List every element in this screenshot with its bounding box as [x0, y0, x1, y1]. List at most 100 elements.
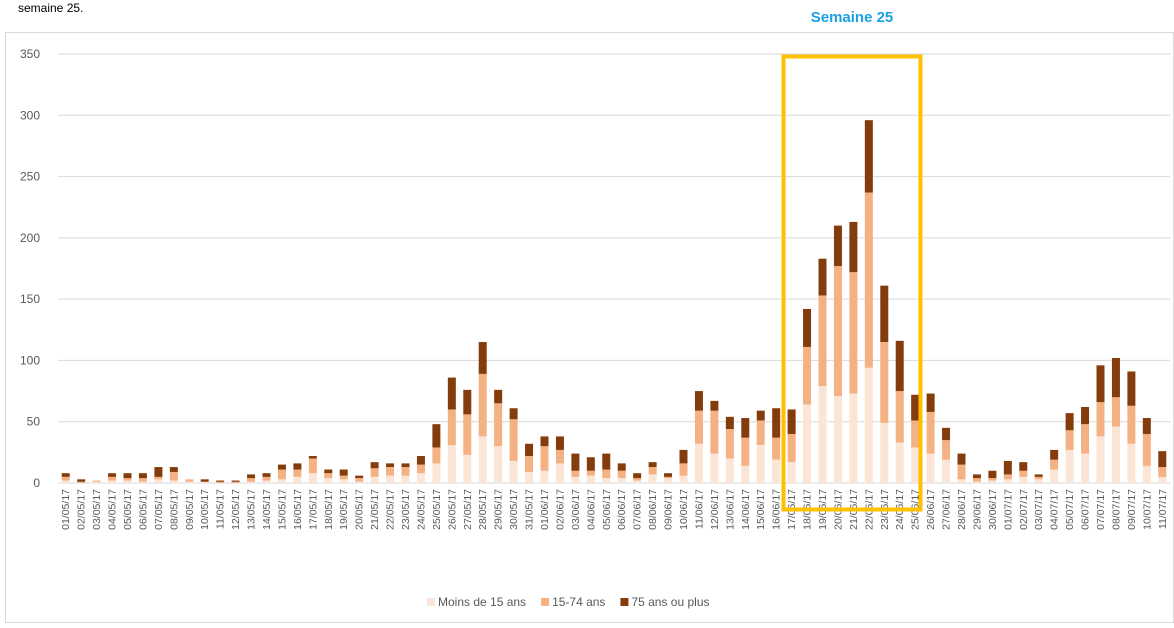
bar-segment: [463, 454, 472, 483]
bar-segment: [525, 456, 534, 472]
bar-segment: [277, 464, 286, 470]
x-tick-label: 10/05/17: [199, 489, 211, 530]
bar-segment: [602, 478, 611, 483]
y-tick-label: 350: [20, 47, 40, 61]
bar-segment: [1003, 479, 1012, 483]
bar-segment: [633, 473, 642, 479]
x-tick-label: 16/05/17: [292, 489, 304, 530]
y-tick-label: 150: [20, 292, 40, 306]
y-tick-label: 200: [20, 231, 40, 245]
bar-segment: [61, 476, 70, 481]
bar-segment: [308, 456, 317, 459]
bar-segment: [926, 453, 935, 483]
bar-segment: [324, 473, 333, 479]
bar-segment: [1127, 405, 1136, 444]
bar-segment: [972, 478, 981, 482]
bar-segment: [633, 478, 642, 481]
bar-segment: [1034, 479, 1043, 483]
x-tick-label: 20/05/17: [354, 489, 366, 530]
bar-segment: [803, 308, 812, 347]
x-tick-label: 01/07/17: [1002, 489, 1014, 530]
bar-segment: [247, 478, 256, 482]
x-tick-label: 11/05/17: [215, 489, 227, 529]
bar-segment: [525, 443, 534, 457]
legend-swatch: [541, 598, 550, 606]
bar-segment: [911, 447, 920, 483]
bar-segment: [942, 427, 951, 441]
legend-label: 15-74 ans: [552, 595, 605, 609]
bar-segment: [895, 391, 904, 443]
y-tick-label: 250: [20, 170, 40, 184]
x-tick-label: 25/05/17: [431, 489, 443, 530]
bar-segment: [679, 463, 688, 476]
bar-segment: [756, 420, 765, 446]
bar-segment: [339, 479, 348, 483]
bar-segment: [1034, 476, 1043, 480]
bar-segment: [1050, 459, 1059, 470]
bar-segment: [926, 411, 935, 454]
bar-segment: [293, 476, 302, 483]
bar-segment: [1142, 418, 1151, 434]
x-tick-label: 06/05/17: [137, 489, 149, 530]
x-tick-label: 11/07/17: [1157, 489, 1169, 529]
bar-segment: [138, 481, 147, 483]
x-tick-label: 31/05/17: [524, 489, 536, 530]
bar-segment: [401, 463, 410, 468]
bar-segment: [880, 422, 889, 483]
y-tick-label: 100: [20, 353, 40, 367]
bar-segment: [262, 480, 271, 483]
bar-segment: [169, 480, 178, 483]
bar-segment: [355, 478, 364, 482]
x-tick-label: 30/06/17: [987, 489, 999, 530]
bar-segment: [169, 467, 178, 472]
bar-segment: [957, 479, 966, 483]
x-tick-label: 08/06/17: [647, 489, 659, 530]
bar-segment: [231, 480, 240, 482]
x-tick-label: 14/05/17: [261, 489, 273, 530]
bar-segment: [803, 404, 812, 483]
x-tick-label: 06/06/17: [616, 489, 628, 530]
bar-segment: [324, 478, 333, 483]
bar-segment: [586, 475, 595, 483]
bar-segment: [169, 471, 178, 481]
y-tick-label: 300: [20, 108, 40, 122]
x-tick-label: 24/05/17: [415, 489, 427, 530]
bar-segment: [293, 469, 302, 477]
bar-segment: [277, 469, 286, 480]
bar-segment: [108, 473, 117, 477]
x-tick-label: 13/05/17: [246, 489, 258, 530]
bar-segment: [942, 440, 951, 460]
bar-segment: [525, 471, 534, 483]
bar-segment: [1111, 397, 1120, 427]
bar-segment: [509, 408, 518, 420]
bar-segment: [586, 457, 595, 471]
bar-segment: [138, 473, 147, 479]
x-tick-label: 27/06/17: [941, 489, 953, 530]
bar-segment: [216, 480, 225, 482]
bar-segment: [386, 467, 395, 476]
bar-segment: [833, 395, 842, 483]
bar-segment: [262, 473, 271, 477]
bar-segment: [1050, 469, 1059, 483]
bar-segment: [432, 447, 441, 464]
bar-segment: [386, 463, 395, 468]
bar-segment: [370, 476, 379, 483]
bar-segment: [911, 394, 920, 421]
bar-segment: [401, 475, 410, 483]
bar-segment: [602, 469, 611, 479]
bar-segment: [1065, 449, 1074, 483]
bar-segment: [200, 481, 209, 483]
bar-segment: [1081, 407, 1090, 425]
x-tick-label: 12/06/17: [709, 489, 721, 530]
bar-segment: [772, 437, 781, 460]
bar-segment: [154, 476, 163, 480]
bar-segment: [741, 465, 750, 483]
bar-segment: [648, 474, 657, 483]
bar-segment: [880, 285, 889, 343]
bar-segment: [401, 467, 410, 476]
bar-segment: [725, 458, 734, 483]
x-tick-label: 09/05/17: [184, 489, 196, 530]
bar-segment: [154, 467, 163, 477]
bar-segment: [1111, 426, 1120, 483]
